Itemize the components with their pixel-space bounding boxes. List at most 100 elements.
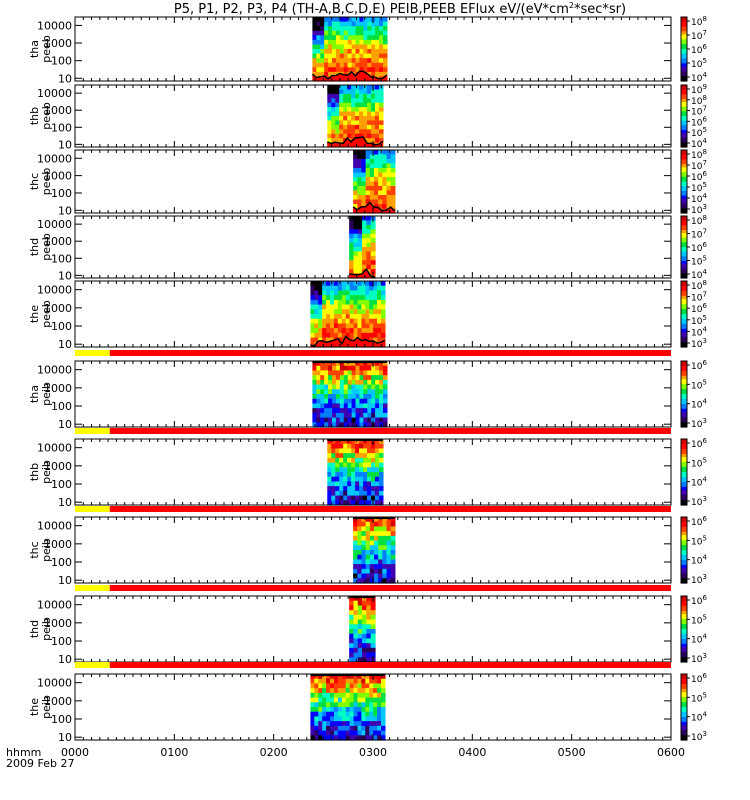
colorbar-segment bbox=[681, 23, 687, 26]
spectrogram-cell bbox=[386, 186, 392, 192]
colorbar-segment bbox=[681, 495, 687, 498]
spectrogram-cell bbox=[333, 735, 339, 741]
spectrogram-cell bbox=[370, 605, 376, 611]
spectrogram-cell bbox=[328, 417, 333, 423]
spectrogram-cell bbox=[378, 521, 383, 528]
colorbar-segment bbox=[681, 556, 687, 559]
spectrogram-cell bbox=[373, 540, 379, 546]
spectrogram-cell bbox=[366, 224, 372, 230]
spectrogram-cell bbox=[324, 375, 329, 381]
spectrogram-cell bbox=[343, 481, 348, 487]
spectrogram-cell bbox=[365, 730, 370, 736]
spectrogram-cell bbox=[373, 721, 378, 727]
spectrogram-cell bbox=[314, 730, 319, 736]
colorbar-segment bbox=[681, 114, 687, 117]
colorbar-tick-label: 104 bbox=[691, 476, 707, 489]
spectrogram-cell bbox=[341, 295, 347, 301]
spectrogram-cell bbox=[322, 711, 327, 718]
spectrogram-cell bbox=[379, 35, 384, 41]
spectrogram-cell bbox=[328, 389, 333, 395]
spectrogram-cell bbox=[370, 251, 376, 257]
spectrogram-cell bbox=[347, 17, 353, 23]
colorbar-segment bbox=[681, 327, 687, 330]
colorbar-segment bbox=[681, 317, 687, 320]
spectrogram-cell bbox=[333, 707, 339, 713]
spectrogram-cell bbox=[345, 299, 351, 306]
colorbar-segment bbox=[681, 170, 687, 173]
y-tick-label: 10000 bbox=[37, 364, 72, 377]
spectrogram-cell bbox=[310, 290, 315, 296]
colorbar-segment bbox=[681, 407, 687, 410]
colorbar-segment bbox=[681, 369, 687, 372]
spectrogram-cell bbox=[355, 124, 360, 130]
spectrogram-cell bbox=[316, 365, 321, 372]
flag-bar bbox=[75, 662, 672, 668]
spectrogram-cell bbox=[333, 692, 339, 699]
spectrogram-cell bbox=[333, 688, 339, 694]
spectrogram-cell bbox=[377, 725, 382, 732]
spectrogram-cell bbox=[357, 247, 363, 253]
spectrogram-cell bbox=[318, 332, 323, 339]
spectrogram-cell bbox=[365, 181, 371, 187]
spectrogram-cell bbox=[320, 44, 325, 50]
colorbar-segment bbox=[681, 50, 687, 53]
spectrogram-cell bbox=[353, 247, 359, 253]
colorbar-segment bbox=[681, 564, 687, 568]
spectrogram-cell bbox=[374, 467, 380, 473]
spectrogram-cell bbox=[382, 30, 388, 36]
spectrogram-cell bbox=[347, 49, 353, 55]
spectrogram-cell bbox=[357, 190, 363, 196]
spectrogram-cell bbox=[359, 58, 364, 64]
spectrogram-cell bbox=[343, 17, 349, 23]
spectrogram-cell bbox=[353, 657, 359, 663]
spectrogram-cell bbox=[353, 177, 358, 183]
spectrogram-cell bbox=[341, 721, 347, 727]
spectrogram-cell bbox=[373, 535, 379, 542]
spectrogram-cell bbox=[382, 417, 388, 423]
spectrogram-cell bbox=[326, 328, 331, 334]
spectrogram-cell bbox=[361, 521, 367, 528]
colorbar-segment bbox=[681, 100, 687, 103]
colorbar-segment bbox=[681, 285, 687, 289]
colorbar-segment bbox=[681, 736, 687, 739]
spectrogram-cell bbox=[324, 389, 329, 395]
spectrogram-cell bbox=[359, 422, 364, 428]
spectrogram-cell bbox=[386, 204, 392, 210]
spectrogram-cell bbox=[377, 318, 382, 325]
spectrogram-cell bbox=[371, 35, 376, 41]
colorbar-segment bbox=[681, 307, 687, 310]
spectrogram-cell bbox=[337, 295, 343, 301]
spectrogram-cell bbox=[335, 30, 341, 36]
spectrogram-cell bbox=[328, 53, 333, 59]
spectrogram-cell bbox=[359, 500, 364, 506]
spectrogram-cell bbox=[349, 638, 355, 644]
spectrogram-cell bbox=[353, 204, 358, 210]
spectrogram-cell bbox=[318, 721, 323, 727]
spectrogram-cell bbox=[362, 629, 367, 635]
colorbar-segment bbox=[681, 485, 687, 488]
spectrogram-cell bbox=[339, 500, 344, 506]
spectrogram-cell bbox=[324, 379, 329, 386]
panel-product-label: peeb bbox=[40, 168, 53, 196]
colorbar-tick-label: 106 bbox=[691, 672, 707, 685]
x-tick-label: 0600 bbox=[657, 746, 685, 759]
panel-product-label: peib bbox=[40, 538, 53, 562]
spectrogram-cell bbox=[353, 629, 359, 635]
colorbar-segment bbox=[681, 219, 687, 222]
spectrogram-cell bbox=[335, 124, 340, 130]
spectrogram-cell bbox=[326, 318, 331, 325]
spectrogram-cell bbox=[318, 711, 323, 718]
potential-line bbox=[310, 335, 386, 347]
spectrogram-cell bbox=[343, 107, 348, 113]
spectrogram-cell bbox=[339, 439, 344, 445]
spectrogram-cell bbox=[369, 309, 374, 315]
y-tick-label: 10000 bbox=[37, 19, 72, 32]
spectrogram-cell bbox=[349, 707, 355, 713]
panel-probe-label: thb bbox=[28, 107, 41, 125]
colorbar-tick-label: 103 bbox=[691, 337, 707, 350]
spectrogram-cell bbox=[314, 692, 319, 699]
colorbar-segment bbox=[681, 106, 687, 109]
spectrogram-cell bbox=[363, 365, 368, 372]
spectrogram-cell bbox=[331, 120, 336, 126]
spectrogram-cell bbox=[371, 102, 376, 108]
